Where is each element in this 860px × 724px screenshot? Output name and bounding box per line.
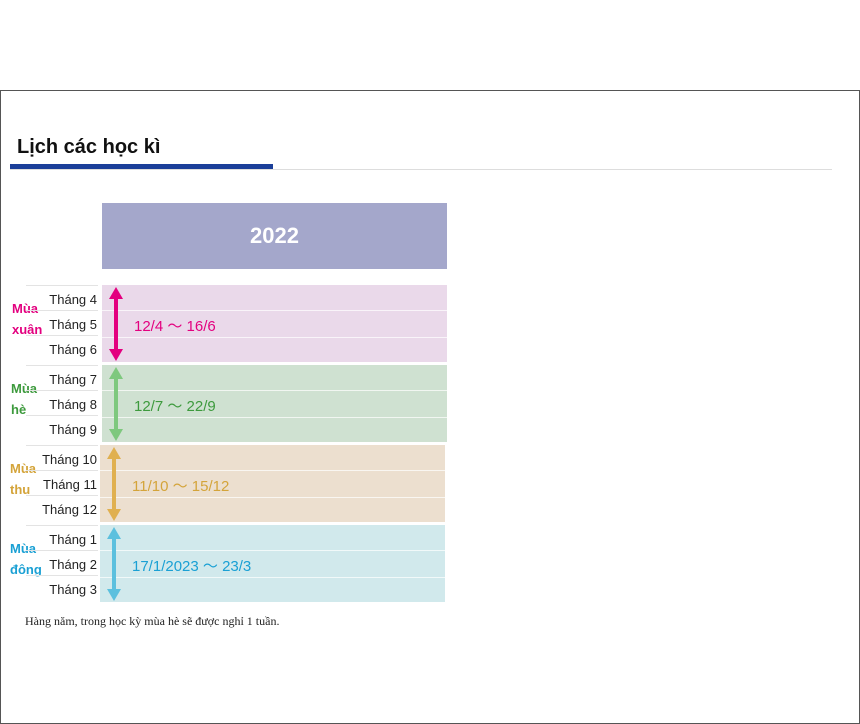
month-label: Tháng 3 [49, 582, 97, 597]
semester-date-range: 12/7 ～ 22/9 [134, 398, 216, 415]
season-name-line2: đông [10, 562, 42, 577]
page-title: Lịch các học kì [17, 136, 161, 158]
month-divider [102, 337, 447, 338]
month-label: Tháng 11 [43, 477, 97, 492]
date-range-arrow-icon [107, 527, 121, 601]
month-divider [100, 470, 445, 471]
season-block [100, 445, 445, 522]
date-range-arrow-icon [107, 447, 121, 521]
month-label: Tháng 9 [49, 422, 97, 437]
month-label: Tháng 8 [49, 397, 97, 412]
season-name: Mùa xuân [12, 298, 42, 340]
month-divider [102, 390, 447, 391]
month-label: Tháng 2 [49, 557, 97, 572]
month-rule [26, 525, 98, 526]
month-divider [100, 497, 445, 498]
month-rule [26, 285, 98, 286]
month-rule [26, 415, 98, 416]
month-rule [26, 335, 98, 336]
semester-date-range: 17/1/2023 ～ 23/3 [132, 558, 252, 575]
season-name: Mùa đông [10, 538, 42, 580]
footnote: Hàng năm, trong học kỳ mùa hè sẽ được ng… [25, 614, 280, 628]
season-name-line2: xuân [12, 322, 43, 337]
month-rule [26, 310, 98, 311]
month-label: Tháng 1 [49, 532, 97, 547]
month-divider [100, 550, 445, 551]
semester-date-range: 12/4 ～ 16/6 [134, 318, 216, 335]
season-name-line1: Mùa [11, 381, 37, 396]
season-name: Mùa hè [11, 378, 37, 420]
month-rule [26, 390, 98, 391]
season-name-line1: Mùa [10, 541, 36, 556]
title-accent-bar [10, 164, 273, 169]
month-rule [26, 470, 98, 471]
season-name-line1: Mùa [12, 301, 38, 316]
month-divider [102, 310, 447, 311]
month-label: Tháng 5 [49, 317, 97, 332]
month-label: Tháng 7 [49, 372, 97, 387]
month-divider [100, 577, 445, 578]
month-rule [26, 495, 98, 496]
month-label: Tháng 10 [42, 452, 97, 467]
month-label: Tháng 12 [42, 502, 97, 517]
month-label: Tháng 6 [49, 342, 97, 357]
season-block [100, 525, 445, 602]
month-label: Tháng 4 [49, 292, 97, 307]
year-label: 2022 [250, 223, 299, 248]
month-rule [26, 575, 98, 576]
season-name-line2: hè [11, 402, 27, 417]
year-header: 2022 [102, 203, 447, 269]
season-block [102, 285, 447, 362]
date-range-arrow-icon [109, 367, 123, 441]
season-name-line2: thu [10, 482, 31, 497]
season-name-line1: Mùa [10, 461, 36, 476]
month-rule [26, 445, 98, 446]
month-divider [102, 417, 447, 418]
season-block [102, 365, 447, 442]
month-rule [26, 550, 98, 551]
semester-date-range: 11/10 ～ 15/12 [132, 478, 230, 495]
month-rule [26, 365, 98, 366]
season-name: Mùa thu [10, 458, 36, 500]
title-divider [10, 169, 832, 170]
date-range-arrow-icon [109, 287, 123, 361]
